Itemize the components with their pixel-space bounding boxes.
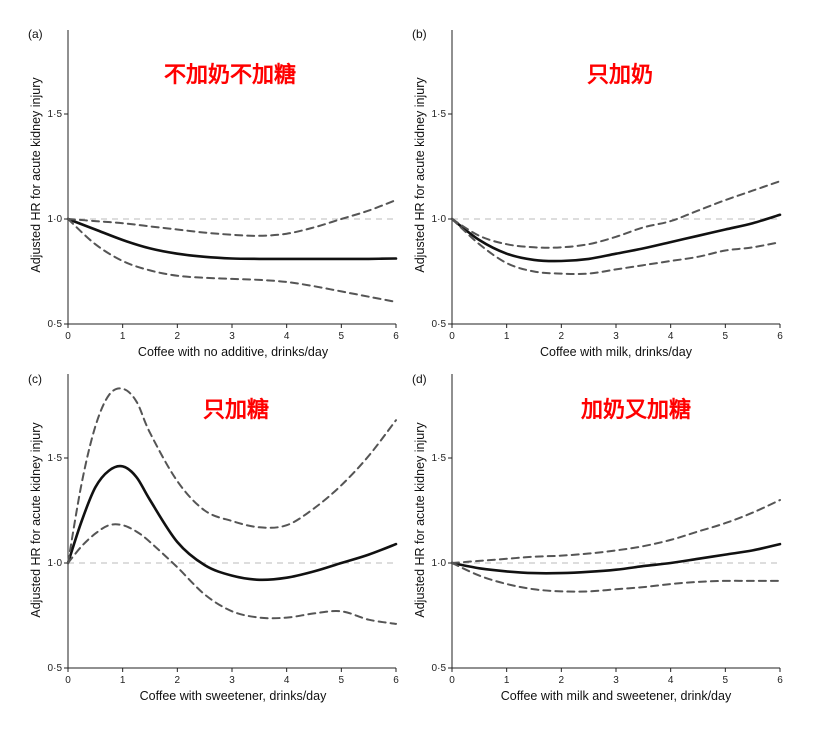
y-tick-label: 1·5: [432, 453, 447, 464]
hr-estimate-line: [450, 213, 782, 263]
panel-annotation: 不加奶不加糖: [164, 62, 296, 88]
x-axis-label: Coffee with milk, drinks/day: [540, 345, 693, 359]
panel-annotation: 加奶又加糖: [580, 397, 691, 423]
x-axis-label: Coffee with sweetener, drinks/day: [140, 689, 327, 703]
panel-label: (c): [28, 372, 42, 386]
x-tick-label: 3: [613, 675, 619, 686]
panel-label: (b): [412, 27, 427, 41]
x-tick-label: 3: [229, 331, 235, 342]
x-tick-label: 2: [175, 331, 181, 342]
ci-lower-line: [451, 218, 781, 276]
y-tick-label: 1·0: [48, 558, 63, 569]
panel-annotation: 只加糖: [203, 397, 269, 423]
y-tick-label: 0·5: [48, 663, 63, 674]
panel-label: (d): [412, 372, 427, 386]
x-tick-label: 2: [559, 331, 565, 342]
x-tick-label: 5: [339, 675, 345, 686]
panel-label: (a): [28, 27, 43, 41]
hr-estimate-line: [450, 542, 782, 575]
x-tick-label: 3: [229, 675, 235, 686]
x-tick-label: 6: [777, 331, 783, 342]
panel-c: (c) 只加糖 Adjusted HR for acute kidney inj…: [28, 372, 399, 703]
y-axis-label: Adjusted HR for acute kidney injury: [413, 422, 427, 618]
x-tick-label: 1: [504, 675, 510, 686]
y-tick-label: 0·5: [432, 319, 447, 330]
x-tick-label: 3: [613, 331, 619, 342]
ci-upper-line: [67, 387, 397, 564]
x-tick-label: 0: [449, 331, 455, 342]
x-tick-label: 6: [777, 675, 783, 686]
y-tick-label: 1·0: [432, 558, 447, 569]
x-tick-label: 5: [339, 331, 345, 342]
y-tick-label: 1·0: [432, 214, 447, 225]
x-axis-label: Coffee with no additive, drinks/day: [138, 345, 329, 359]
ci-upper-line: [451, 180, 781, 249]
x-tick-label: 5: [723, 331, 729, 342]
y-tick-label: 1·5: [432, 109, 447, 120]
hr-estimate-line: [66, 217, 398, 261]
y-tick-label: 1·0: [48, 214, 63, 225]
ci-upper-line: [67, 199, 397, 237]
x-tick-label: 1: [120, 675, 126, 686]
x-tick-label: 6: [393, 675, 399, 686]
x-tick-label: 2: [175, 675, 181, 686]
x-tick-label: 4: [668, 675, 674, 686]
x-axis-label: Coffee with milk and sweetener, drink/da…: [501, 689, 732, 703]
y-tick-label: 0·5: [48, 319, 63, 330]
ci-lower-line: [451, 562, 781, 593]
y-tick-label: 0·5: [432, 663, 447, 674]
hr-estimate-line: [66, 464, 398, 582]
y-tick-label: 1·5: [48, 453, 63, 464]
y-axis-label: Adjusted HR for acute kidney injury: [29, 422, 43, 618]
panel-annotation: 只加奶: [587, 62, 653, 88]
ci-lower-line: [67, 523, 397, 625]
y-axis-label: Adjusted HR for acute kidney injury: [29, 77, 43, 273]
ci-lower-line: [67, 218, 397, 303]
y-axis-label: Adjusted HR for acute kidney injury: [413, 77, 427, 273]
ci-upper-line: [451, 499, 781, 564]
x-tick-label: 5: [723, 675, 729, 686]
x-tick-label: 0: [65, 675, 71, 686]
x-tick-label: 4: [668, 331, 674, 342]
panel-b: (b) 只加奶 Adjusted HR for acute kidney inj…: [412, 27, 783, 359]
x-tick-label: 0: [65, 331, 71, 342]
x-tick-label: 4: [284, 331, 290, 342]
panel-a: (a) 不加奶不加糖 Adjusted HR for acute kidney …: [28, 27, 399, 359]
x-tick-label: 1: [120, 331, 126, 342]
x-tick-label: 2: [559, 675, 565, 686]
panel-d: (d) 加奶又加糖 Adjusted HR for acute kidney i…: [412, 372, 783, 703]
y-tick-label: 1·5: [48, 109, 63, 120]
x-tick-label: 4: [284, 675, 290, 686]
x-tick-label: 6: [393, 331, 399, 342]
x-tick-label: 0: [449, 675, 455, 686]
x-tick-label: 1: [504, 331, 510, 342]
